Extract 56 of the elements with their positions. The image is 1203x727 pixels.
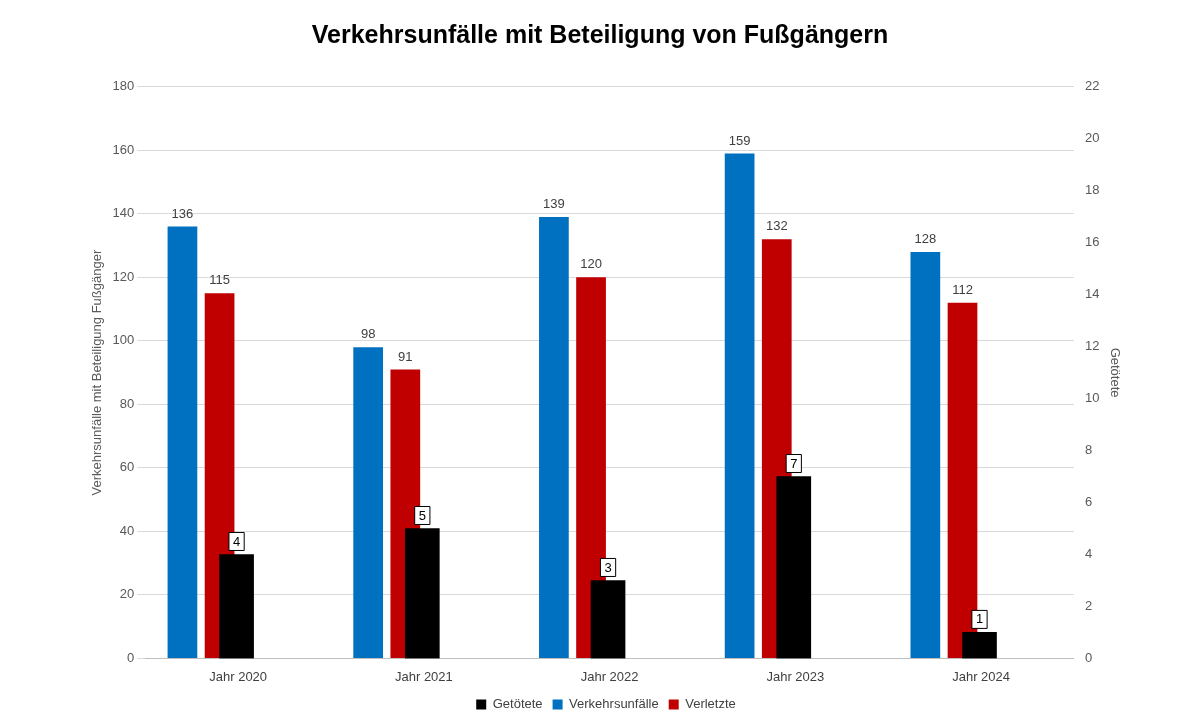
y2-axis-title: Getötete: [1107, 347, 1123, 398]
data-label: 91: [398, 348, 413, 364]
y-tick-label: 120: [112, 268, 135, 284]
x-tick-label: Jahr 2021: [394, 668, 453, 684]
bar: [353, 347, 384, 658]
x-tick-label: Jahr 2023: [766, 668, 825, 684]
data-label: 7: [790, 455, 798, 471]
x-tick-label: Jahr 2020: [209, 668, 268, 684]
y2-tick-label: 10: [1084, 390, 1100, 406]
bar: [167, 226, 198, 658]
y-tick-label: 140: [112, 205, 135, 221]
y2-tick-label: 18: [1084, 182, 1100, 198]
y-tick-label: 180: [112, 78, 135, 94]
data-label: 136: [171, 205, 194, 221]
y2-tick-label: 6: [1084, 494, 1093, 510]
y-tick-label: 160: [112, 141, 135, 157]
y-tick-label: 40: [119, 522, 135, 538]
data-label: 139: [543, 196, 565, 212]
data-label: 4: [232, 533, 241, 549]
y2-tick-label: 2: [1084, 598, 1093, 614]
legend-label: Getötete: [492, 696, 543, 712]
bar: [962, 632, 997, 659]
data-label: 98: [360, 326, 376, 342]
y2-tick-label: 20: [1084, 130, 1100, 146]
data-label: 5: [418, 507, 426, 523]
legend-label: Verletzte: [685, 696, 736, 712]
bar: [590, 580, 626, 659]
y-tick-label: 60: [119, 459, 135, 475]
data-label: 1: [975, 611, 984, 627]
y2-tick-label: 4: [1084, 546, 1093, 562]
data-label: 132: [765, 218, 788, 234]
x-tick-label: Jahr 2022: [580, 668, 639, 684]
data-label: 115: [209, 272, 230, 288]
data-label: 128: [914, 231, 937, 247]
data-label: 120: [580, 256, 602, 272]
bar: [910, 251, 941, 658]
data-label: 3: [604, 559, 612, 575]
y2-tick-label: 0: [1084, 649, 1093, 665]
chart-title: Verkehrsunfälle mit Beteiligung von Fußgängern: [310, 20, 890, 49]
data-label: 112: [952, 281, 973, 297]
data-label: 159: [728, 132, 751, 148]
y2-tick-label: 12: [1084, 338, 1100, 354]
y2-tick-label: 22: [1084, 78, 1100, 94]
y2-tick-label: 16: [1084, 234, 1100, 250]
y-tick-label: 20: [119, 586, 135, 602]
y2-tick-label: 14: [1084, 286, 1100, 302]
y-tick-label: 100: [112, 332, 135, 348]
x-tick-label: Jahr 2024: [952, 668, 1010, 684]
y-tick-label: 0: [127, 649, 135, 665]
y-tick-label: 80: [119, 395, 135, 411]
bar: [219, 554, 254, 659]
y-axis-title: Verkehrsunfälle mit Beteiligung Fußgänger: [89, 249, 105, 496]
bar: [724, 153, 755, 658]
legend-label: Verkehrsunfälle: [569, 696, 659, 712]
bar: [539, 217, 569, 658]
y2-tick-label: 8: [1084, 442, 1093, 458]
